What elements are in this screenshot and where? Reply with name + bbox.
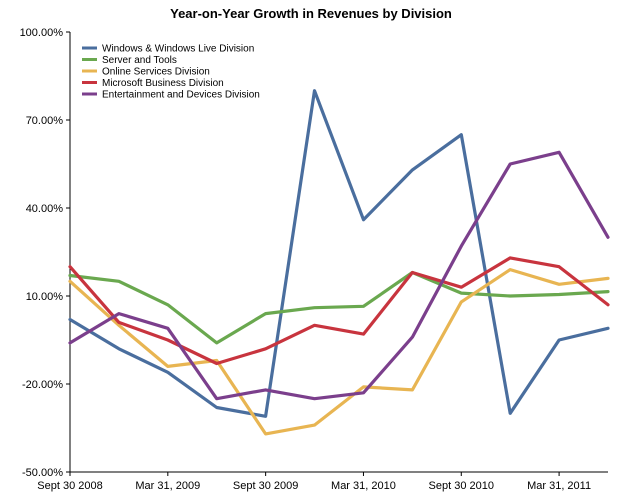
series-line-4: [68, 256, 610, 366]
series-line-2: [68, 270, 610, 345]
y-tick-label: 40.00%: [26, 203, 64, 215]
series-line-3: [68, 268, 610, 436]
legend-label: Online Services Division: [102, 67, 210, 78]
chart-title: Year-on-Year Growth in Revenues by Divis…: [170, 6, 452, 21]
x-tick-label: Sept 30 2010: [429, 480, 494, 492]
y-tick-label: -50.00%: [22, 467, 63, 479]
y-tick-label: 10.00%: [26, 291, 64, 303]
series-line-1: [68, 89, 610, 418]
x-tick-labels: Sept 30 2008 Mar 31, 2009 Sept 30 2009 Mar …: [37, 472, 591, 492]
legend-label: Server and Tools: [102, 55, 177, 66]
y-tick-labels: 100.00% 70.00% 40.00% 10.00% -20.00% -50.00%: [20, 27, 70, 479]
legend-label: Microsoft Business Division: [102, 78, 224, 89]
x-tick-label: Mar 31, 2009: [135, 480, 200, 492]
series-line-5: [68, 150, 610, 401]
x-tick-label: Mar 31, 2010: [331, 480, 396, 492]
legend-label: Entertainment and Devices Division: [102, 90, 260, 101]
y-tick-label: -20.00%: [22, 379, 63, 391]
legend-label: Windows & Windows Live Division: [102, 44, 254, 55]
x-tick-label: Mar 31, 2011: [527, 480, 591, 492]
axes: [69, 32, 608, 473]
series-lines: [68, 89, 610, 436]
y-tick-label: 70.00%: [26, 115, 64, 127]
x-tick-label: Sept 30 2009: [233, 480, 298, 492]
y-tick-label: 100.00%: [20, 27, 64, 39]
x-tick-label: Sept 30 2008: [37, 480, 102, 492]
